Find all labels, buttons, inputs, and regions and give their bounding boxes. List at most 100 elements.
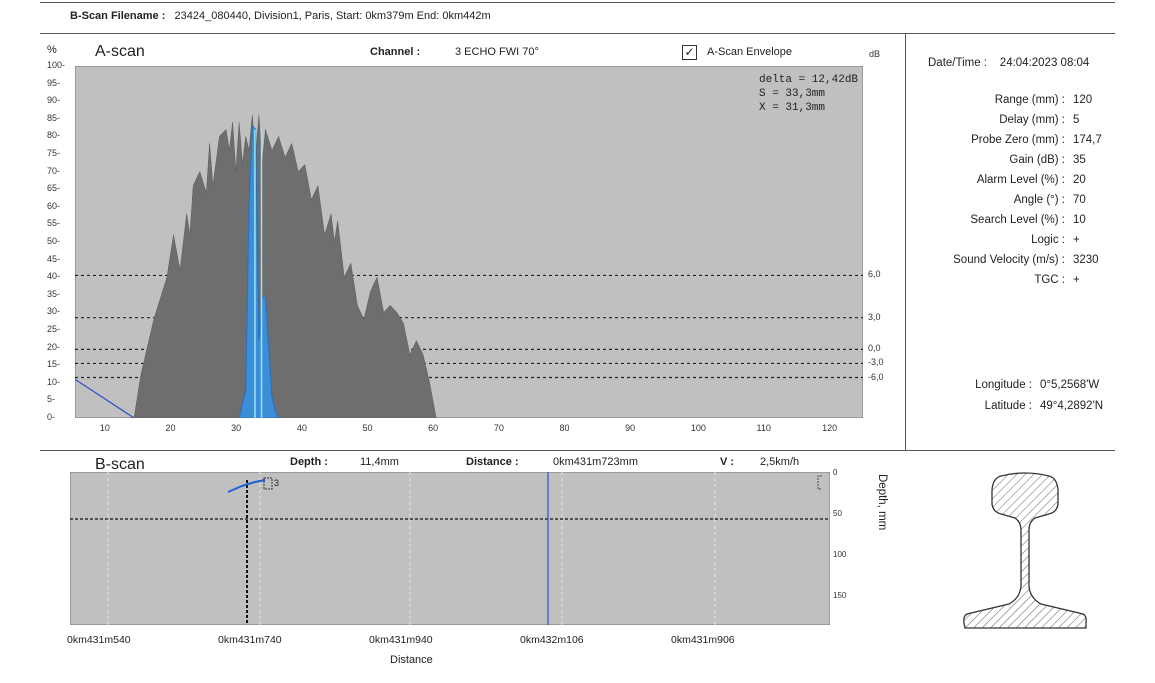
envelope-area (133, 115, 437, 418)
ascan-x-tick: 10 (99, 423, 110, 433)
bscan-x-tick: 0km432m106 (520, 634, 584, 646)
ascan-y-tick: 5- (47, 394, 56, 405)
envelope-checkbox[interactable]: ✓ (682, 45, 697, 60)
setting-label: Search Level (%) : (970, 214, 1065, 226)
ascan-y-tick: 40- (47, 271, 61, 282)
setting-label: Delay (mm) : (999, 114, 1065, 126)
setting-value: 20 (1073, 174, 1086, 186)
ascan-x-tick: 20 (165, 423, 176, 433)
filename-label: B-Scan Filename : (70, 10, 166, 22)
ascan-y-tick: 50- (47, 236, 61, 246)
ascan-x-tick: 50 (362, 423, 373, 433)
setting-label: Sound Velocity (m/s) : (953, 254, 1065, 266)
setting-label: Alarm Level (%) : (976, 174, 1065, 186)
gate-lines (75, 274, 863, 379)
ascan-x-tick: 90 (625, 423, 636, 433)
ascan-x-tick: 100 (690, 423, 706, 433)
readout-x: X = 31,3mm (759, 102, 825, 114)
ascan-db-tick: 0,0 (868, 343, 881, 354)
setting-label: Angle (°) : (1013, 194, 1065, 206)
latitude-label: Latitude : (984, 400, 1032, 412)
rail-profile-shape (963, 472, 1087, 629)
readout-s: S = 33,3mm (759, 88, 825, 100)
percent-unit: % (47, 44, 57, 56)
bscan-marker-label: 3 (274, 478, 279, 488)
datetime-row: Date/Time : 24:04:2023 08:04 (928, 57, 1089, 69)
ascan-y-tick: 35- (47, 288, 61, 299)
setting-label: TGC : (1034, 274, 1065, 286)
bscan-filename-header: B-Scan Filename : 23424_080440, Division… (70, 10, 491, 22)
ascan-x-tick: 80 (559, 423, 570, 433)
ascan-y-tick: 90- (47, 95, 61, 106)
ascan-y-tick: 20- (47, 341, 61, 352)
ascan-x-tick: 40 (296, 423, 307, 433)
ascan-y-tick: 85- (47, 112, 61, 123)
ascan-x-tick: 110 (756, 423, 771, 433)
speed-value: 2,5km/h (760, 456, 800, 468)
ascan-y-tick: 65- (47, 183, 61, 194)
setting-label: Gain (dB) : (1009, 154, 1065, 166)
ascan-y-tick: 10- (47, 376, 61, 387)
rail-profile-icon (963, 472, 1087, 629)
ascan-y-tick: 55- (47, 218, 61, 229)
depth-label: Depth : (290, 456, 328, 468)
setting-value: 10 (1073, 214, 1086, 226)
ascan-y-tick: 45- (47, 253, 61, 264)
db-unit: dB (869, 49, 881, 59)
setting-label: Range (mm) : (994, 94, 1065, 106)
ascan-y-tick: 70- (47, 165, 61, 176)
bscan-x-tick: 0km431m740 (218, 634, 282, 646)
ascan-db-tick: 6,0 (868, 269, 881, 280)
ascan-y-tick: 60- (47, 200, 61, 211)
setting-value: 174,7 (1073, 134, 1102, 146)
ascan-y-tick: 15- (47, 359, 61, 370)
speed-label: V : (720, 456, 735, 468)
bscan-x-axis-label: Distance (390, 654, 433, 666)
ascan-y-tick: 95- (47, 77, 61, 88)
channel-label: Channel : (370, 46, 421, 58)
setting-value: 120 (1073, 94, 1093, 106)
setting-label: Probe Zero (mm) : (971, 134, 1065, 146)
bscan-depth-tick: 100 (833, 550, 847, 559)
filename-value: 23424_080440, Division1, Paris, Start: 0… (174, 10, 491, 22)
bscan-title: B-scan (95, 456, 145, 473)
setting-value: + (1073, 234, 1080, 246)
ascan-plot[interactable]: delta = 12,42dB S = 33,3mm X = 31,3mm (75, 66, 863, 418)
bscan-x-tick: 0km431m906 (671, 634, 735, 646)
distance-value: 0km431m723mm (553, 456, 638, 468)
bscan-depth-tick: 0 (833, 468, 838, 477)
ascan-title: A-scan (95, 43, 145, 60)
bscan-plot[interactable]: 3 (70, 472, 830, 625)
ascan-db-tick: -6,0 (868, 371, 884, 382)
bscan-echo-trace (227, 479, 266, 493)
depth-axis-label: Depth, mm (876, 474, 888, 531)
bscan-marker-box[interactable] (263, 477, 273, 490)
datetime-label: Date/Time : (928, 57, 988, 69)
bscan-x-tick: 0km431m940 (369, 634, 433, 646)
ascan-db-tick: 3,0 (868, 311, 881, 322)
datetime-value: 24:04:2023 08:04 (999, 57, 1090, 69)
bscan-grid (107, 472, 716, 625)
latitude-value: 49°4,2892'N (1040, 400, 1104, 412)
envelope-label[interactable]: A-Scan Envelope (707, 46, 792, 58)
ascan-x-tick: 60 (428, 423, 439, 433)
ascan-x-tick: 70 (493, 423, 504, 433)
readout-delta: delta = 12,42dB (759, 74, 858, 86)
ascan-y-tick: 0- (47, 412, 56, 422)
bscan-x-tick: 0km431m540 (67, 634, 131, 646)
ascan-y-tick: 30- (47, 306, 61, 317)
setting-label: Logic : (1031, 234, 1065, 246)
longitude-value: 0°5,2568'W (1040, 379, 1100, 391)
bscan-depth-tick: 50 (833, 509, 842, 518)
setting-value: 5 (1073, 114, 1080, 126)
bscan-depth-tick: 150 (833, 591, 847, 600)
setting-value: 70 (1073, 194, 1086, 206)
longitude-label: Longitude : (975, 379, 1032, 391)
ascan-y-tick: 75- (47, 148, 61, 158)
ascan-x-tick: 120 (822, 423, 838, 433)
bscan-depth-bracket (817, 475, 822, 490)
tgc-ramp-line (75, 378, 135, 418)
channel-value[interactable]: 3 ECHO FWI 70° (455, 46, 539, 58)
ascan-db-tick: -3,0 (868, 357, 884, 368)
top-border (40, 2, 1115, 3)
